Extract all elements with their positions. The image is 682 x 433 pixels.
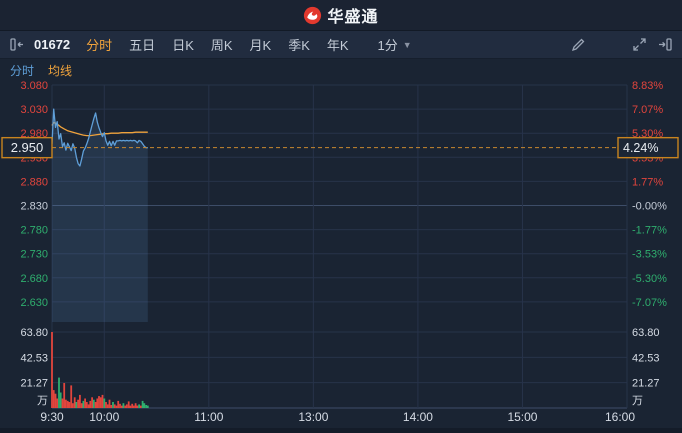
tab-minute[interactable]: 分时	[86, 38, 113, 53]
legend-ma-label[interactable]: 均线	[48, 64, 73, 78]
svg-text:63.80: 63.80	[632, 327, 660, 339]
svg-text:10:00: 10:00	[89, 410, 119, 424]
app-name: 华盛通	[327, 9, 379, 26]
svg-text:42.53: 42.53	[20, 352, 48, 364]
tab-five-day[interactable]: 五日	[129, 38, 156, 53]
svg-text:-7.07%: -7.07%	[632, 297, 667, 309]
chart-canvas[interactable]: 3.0803.0302.9802.9302.8802.8302.7802.730…	[0, 80, 682, 428]
svg-text:2.830: 2.830	[20, 201, 48, 213]
tab-yearly-k[interactable]: 年K	[326, 38, 349, 53]
chart-toolbar: 01672 分时 五日 日K 周K 月K 季K 年K 1分 ▼	[0, 31, 682, 59]
chart-legend: 分时 均线	[0, 59, 682, 82]
svg-text:21.27: 21.27	[632, 378, 660, 390]
current-price-tag: 2.950	[1, 136, 53, 159]
huashengtong-logo: 华盛通	[303, 3, 378, 27]
tab-quarterly-k[interactable]: 季K	[288, 38, 310, 53]
tab-weekly-k[interactable]: 周K	[210, 38, 233, 53]
volume-bars	[51, 332, 149, 408]
tab-monthly-k[interactable]: 月K	[249, 38, 272, 53]
svg-text:1.77%: 1.77%	[632, 176, 663, 188]
svg-text:万: 万	[37, 395, 48, 407]
svg-text:4.24%: 4.24%	[623, 141, 658, 155]
tab-daily-k[interactable]: 日K	[172, 38, 194, 53]
svg-text:14:00: 14:00	[403, 410, 433, 424]
chevron-down-icon: ▼	[402, 39, 412, 50]
svg-text:2.630: 2.630	[20, 297, 48, 309]
interval-label: 1分	[377, 38, 398, 53]
svg-text:-5.30%: -5.30%	[632, 273, 667, 285]
svg-text:42.53: 42.53	[632, 352, 660, 364]
svg-text:2.680: 2.680	[20, 273, 48, 285]
legend-minute-label[interactable]: 分时	[10, 64, 35, 78]
collapse-left-icon[interactable]	[10, 38, 24, 51]
dock-right-icon[interactable]	[658, 38, 672, 51]
svg-text:63.80: 63.80	[20, 327, 48, 339]
svg-text:2.780: 2.780	[20, 225, 48, 237]
svg-text:13:00: 13:00	[298, 410, 328, 424]
minute-line-area	[52, 109, 148, 322]
svg-text:15:00: 15:00	[507, 410, 537, 424]
app-header: 华盛通	[0, 0, 682, 31]
svg-text:3.080: 3.080	[20, 80, 48, 92]
svg-text:万: 万	[632, 395, 643, 407]
ma-line	[51, 121, 148, 137]
svg-text:-0.00%: -0.00%	[632, 201, 667, 213]
svg-text:2.730: 2.730	[20, 249, 48, 261]
interval-select[interactable]: 1分 ▼	[378, 35, 412, 54]
stock-code[interactable]: 01672	[34, 37, 71, 52]
svg-text:2.880: 2.880	[20, 176, 48, 188]
brand-flame-icon	[304, 6, 322, 24]
minute-line	[51, 108, 148, 167]
svg-text:-1.77%: -1.77%	[632, 225, 667, 237]
svg-text:2.950: 2.950	[11, 140, 44, 155]
percent-axis-labels: 8.83%7.07%5.30%3.53%1.77%-0.00%-1.77%-3.…	[632, 80, 667, 309]
current-change-tag: 4.24%	[617, 136, 679, 159]
fullscreen-icon[interactable]	[633, 38, 646, 51]
svg-text:8.83%: 8.83%	[632, 80, 663, 92]
svg-text:9:30: 9:30	[40, 410, 64, 424]
volume-axis-labels: 63.80 63.80 42.53 42.53 21.27 21.27 万 万	[20, 327, 659, 407]
svg-text:16:00: 16:00	[605, 410, 635, 424]
svg-text:-3.53%: -3.53%	[632, 249, 667, 261]
svg-text:21.27: 21.27	[20, 378, 48, 390]
price-axis-labels: 3.0803.0302.9802.9302.8802.8302.7802.730…	[20, 80, 48, 309]
svg-text:7.07%: 7.07%	[632, 104, 663, 116]
time-axis-labels: 9:30 10:00 11:00 13:00 14:00 15:00 16:00	[40, 410, 635, 424]
draw-edit-icon[interactable]	[571, 38, 585, 52]
svg-text:11:00: 11:00	[194, 410, 223, 424]
svg-text:3.030: 3.030	[20, 104, 48, 116]
